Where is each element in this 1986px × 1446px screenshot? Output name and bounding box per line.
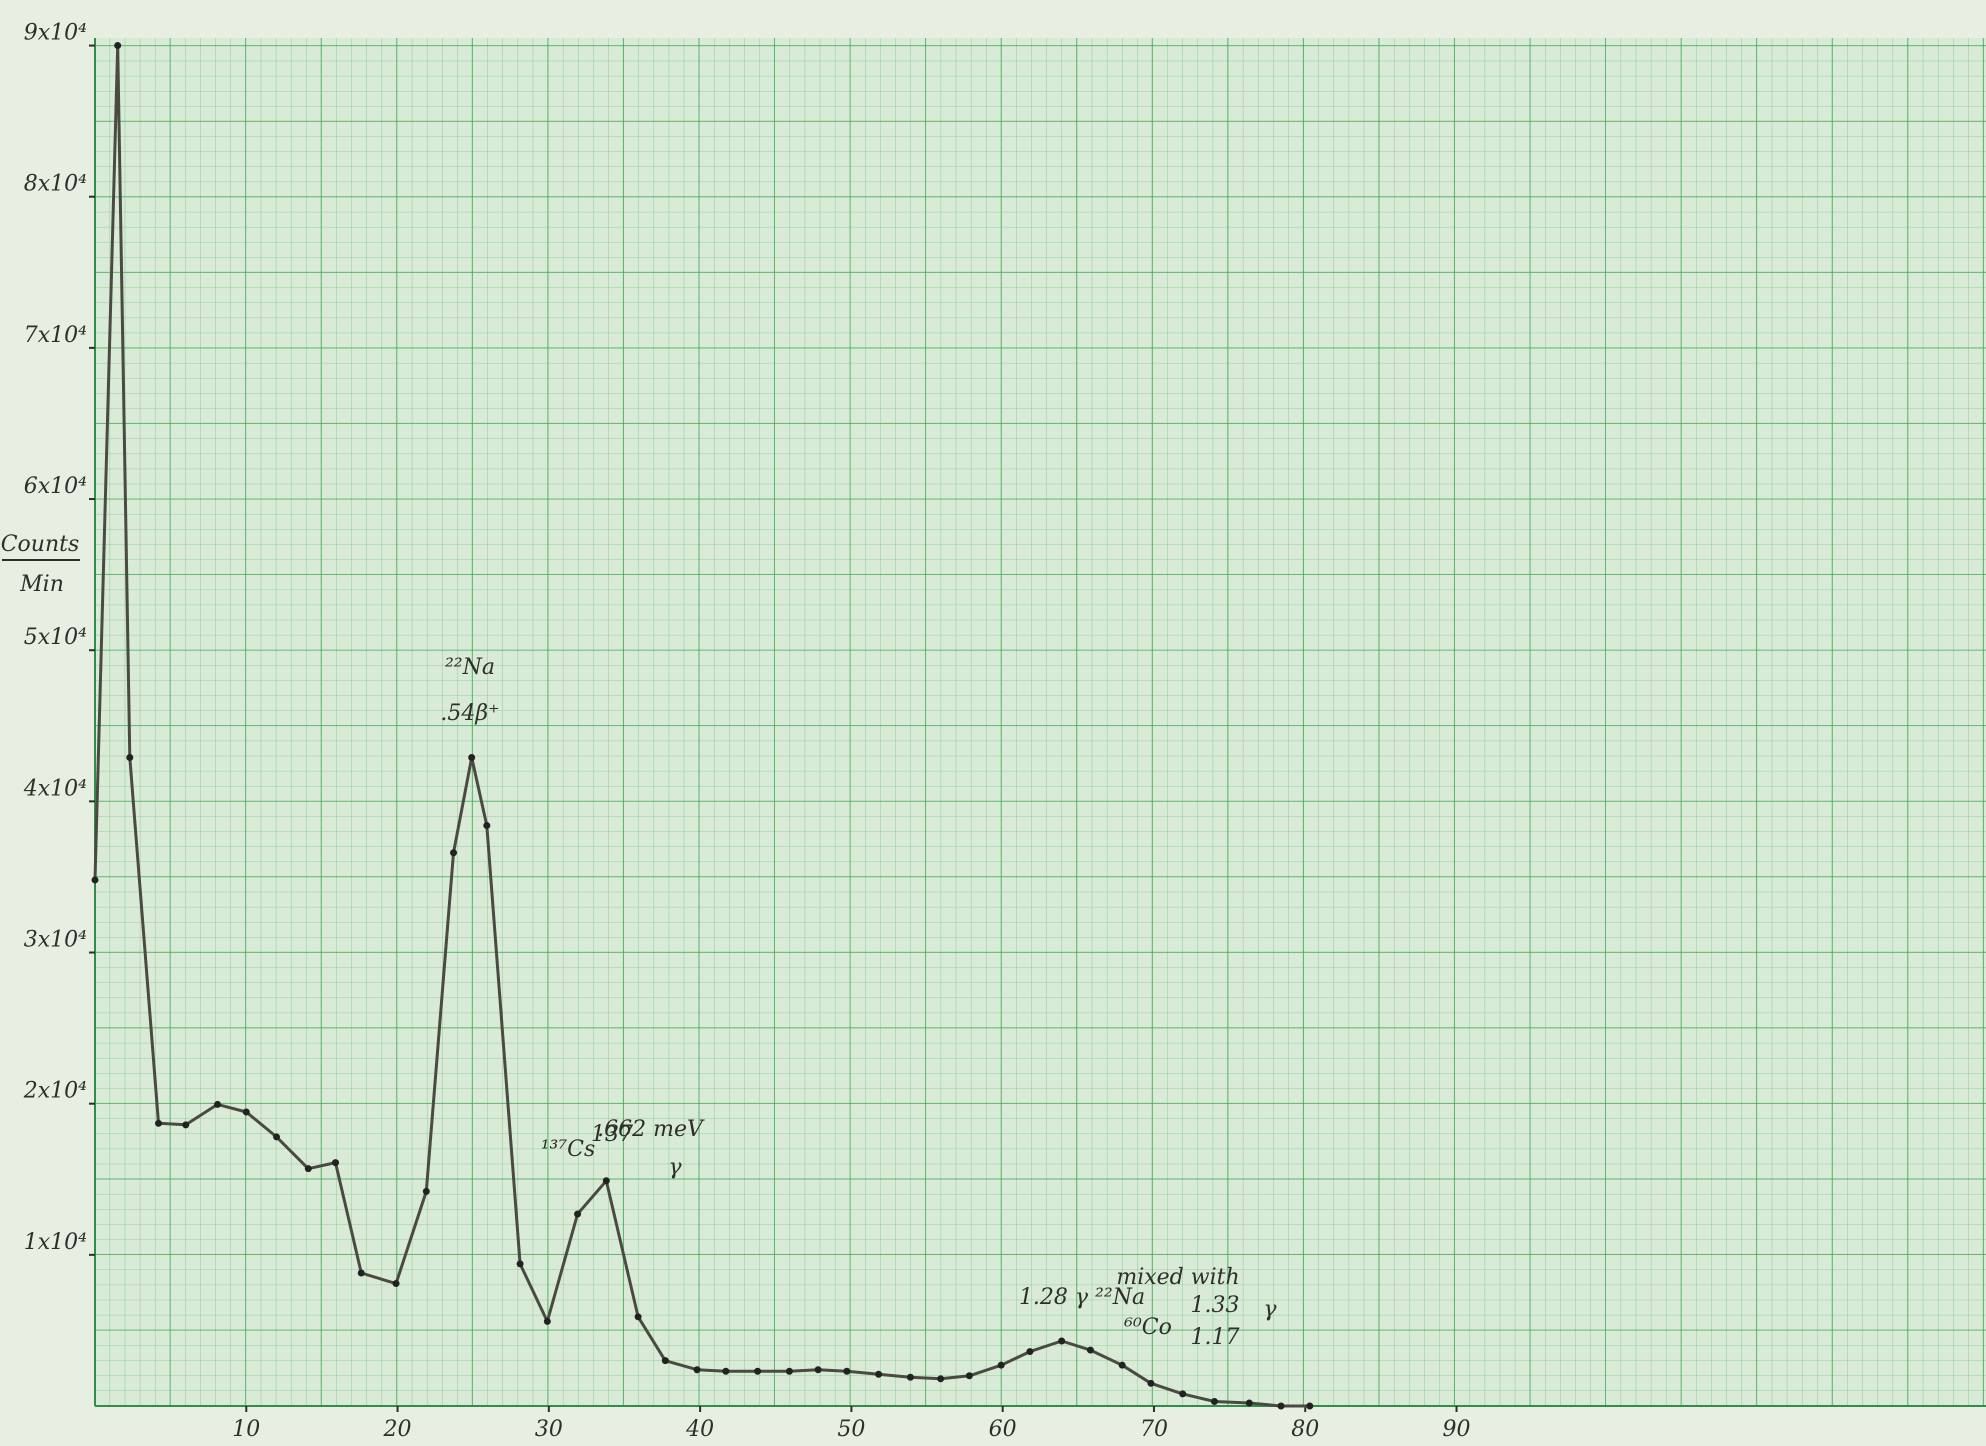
annotation: ²²Na	[445, 655, 495, 680]
data-point	[393, 1280, 400, 1287]
data-point	[1306, 1403, 1313, 1410]
data-point	[635, 1313, 642, 1320]
data-point	[468, 754, 475, 761]
y-tick-label: 3x10⁴	[24, 928, 87, 953]
annotation: 1.17	[1191, 1325, 1240, 1350]
data-point	[875, 1371, 882, 1378]
data-point	[574, 1211, 581, 1218]
data-point	[1246, 1399, 1253, 1406]
y-tick-label: 7x10⁴	[24, 323, 87, 348]
data-point	[603, 1177, 610, 1184]
data-point	[243, 1108, 250, 1115]
y-tick-label: 4x10⁴	[23, 776, 87, 801]
x-tick-label: 50	[837, 1417, 865, 1442]
annotation: γ	[668, 1155, 682, 1180]
data-point	[1179, 1390, 1186, 1397]
data-point	[423, 1188, 430, 1195]
data-point	[273, 1133, 280, 1140]
annotation: 1.33	[1191, 1293, 1240, 1318]
data-point	[722, 1368, 729, 1375]
data-point	[544, 1318, 551, 1325]
data-point	[450, 849, 457, 856]
annotation: ¹³⁷Cs	[541, 1137, 596, 1162]
data-point	[1087, 1347, 1094, 1354]
page: Counts Min 1x10⁴ 2x10⁴ 3x10⁴ 4x10⁴ 5x10⁴ 6x10…	[0, 0, 1986, 1446]
data-point	[966, 1372, 973, 1379]
data-point	[662, 1357, 669, 1364]
x-tick-label: 80	[1291, 1417, 1319, 1442]
y-label-denominator: Min	[19, 572, 64, 597]
data-point	[1278, 1403, 1285, 1410]
data-point	[517, 1260, 524, 1267]
x-tick-label: 10	[232, 1417, 260, 1442]
y-tick-label: 5x10⁴	[24, 625, 87, 650]
graph-paper-major	[95, 38, 1986, 1406]
x-tick-label: 20	[383, 1417, 412, 1442]
data-point	[483, 822, 490, 829]
data-point	[305, 1165, 312, 1172]
data-point	[1211, 1398, 1218, 1405]
data-point	[694, 1366, 701, 1373]
data-point	[214, 1101, 221, 1108]
data-point	[907, 1374, 914, 1381]
data-point	[843, 1368, 850, 1375]
y-tick-label: 2x10⁴	[23, 1079, 87, 1104]
data-point	[358, 1269, 365, 1276]
data-point	[1026, 1348, 1033, 1355]
data-point	[1119, 1362, 1126, 1369]
data-point	[126, 754, 133, 761]
y-tick-label: 6x10⁴	[24, 474, 87, 499]
data-point	[754, 1368, 761, 1375]
y-tick-label: 1x10⁴	[24, 1230, 87, 1255]
annotation: γ	[1263, 1297, 1277, 1322]
y-tick-label: 8x10⁴	[24, 172, 87, 197]
annotation: ⁶⁰Co	[1123, 1315, 1172, 1340]
data-point	[92, 876, 99, 883]
x-tick-label: 40	[685, 1417, 714, 1442]
chart: Counts Min 1x10⁴ 2x10⁴ 3x10⁴ 4x10⁴ 5x10⁴ 6x10…	[0, 0, 1986, 1446]
x-tick-label: 60	[989, 1417, 1017, 1442]
data-point	[155, 1120, 162, 1127]
data-point	[786, 1368, 793, 1375]
annotation: .54β⁺	[440, 701, 499, 726]
x-tick-label: 70	[1140, 1417, 1168, 1442]
annotation: .662 meV	[597, 1117, 705, 1142]
annotation: mixed with	[1116, 1265, 1239, 1290]
data-point	[114, 42, 121, 49]
data-point	[937, 1375, 944, 1382]
y-label-numerator: Counts	[1, 532, 80, 557]
data-point	[1058, 1338, 1065, 1345]
data-point	[998, 1362, 1005, 1369]
data-point	[332, 1159, 339, 1166]
x-tick-label: 30	[535, 1417, 563, 1442]
x-tick-label: 90	[1443, 1417, 1471, 1442]
data-point	[1147, 1380, 1154, 1387]
y-tick-label: 9x10⁴	[24, 21, 87, 46]
data-point	[815, 1366, 822, 1373]
data-point	[182, 1121, 189, 1128]
